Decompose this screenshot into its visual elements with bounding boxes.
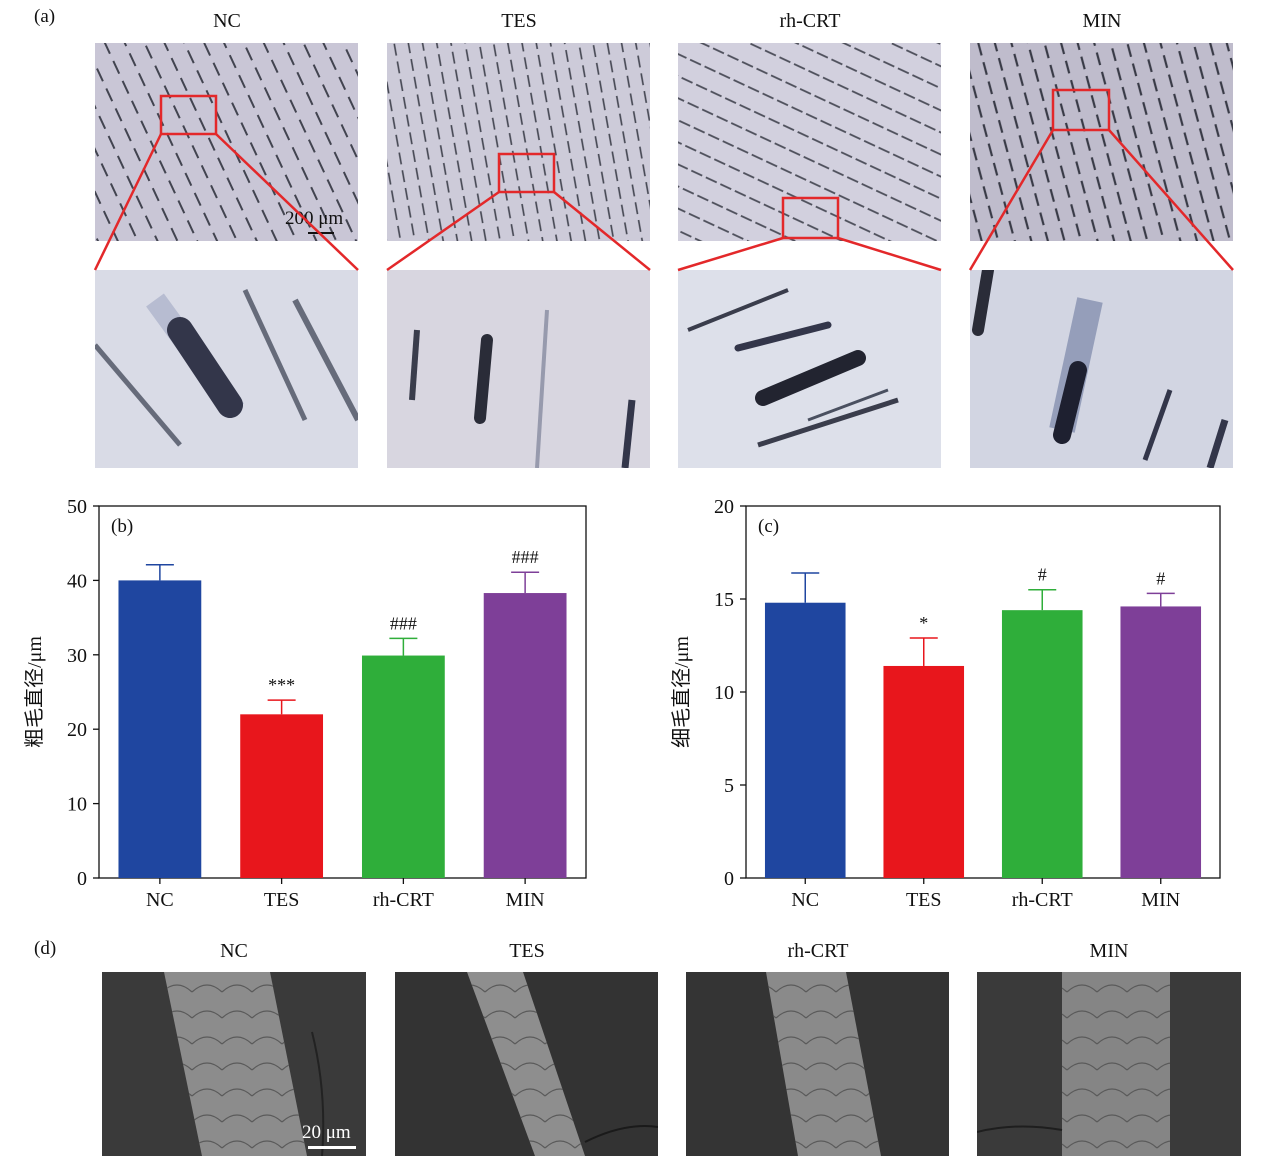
- column-label-min: MIN: [1082, 10, 1122, 32]
- bar-nc: [764, 602, 846, 878]
- bar-min: [1120, 606, 1202, 878]
- zoom-photo-rhcrt: [678, 270, 941, 468]
- y-tick-label: 50: [67, 496, 87, 518]
- zoom-photo-tes: [387, 270, 650, 468]
- plot-frame: [98, 505, 587, 879]
- zoom-line-nc-right: [215, 133, 359, 271]
- skin-photo-tes: [387, 43, 650, 241]
- x-tick-label-min: MIN: [506, 889, 545, 911]
- panel-label-a: (a): [34, 6, 56, 27]
- significance-min: #: [1156, 568, 1165, 588]
- significance-rh-crt: #: [1038, 565, 1047, 585]
- sem-label-rhcrt: rh-CRT: [787, 940, 849, 962]
- skin-photo-min: [970, 43, 1233, 241]
- sem-label-nc: NC: [220, 940, 248, 962]
- x-tick-label-rh-crt: rh-CRT: [1012, 889, 1073, 911]
- y-axis-label: 细毛直径/μm: [670, 636, 693, 748]
- zoom-box-rhcrt: [781, 196, 840, 240]
- y-tick-label: 40: [67, 570, 87, 592]
- zoom-line-rhcrt-right: [837, 236, 942, 272]
- y-tick-label: 15: [714, 589, 734, 611]
- significance-min: ###: [512, 547, 539, 567]
- y-tick-label: 20: [67, 719, 87, 741]
- y-tick-label: 0: [77, 868, 87, 890]
- zoom-box-min: [1051, 88, 1111, 132]
- column-label-nc: NC: [213, 10, 241, 32]
- panel-label-b: (b): [111, 516, 133, 537]
- significance-rh-crt: ###: [390, 613, 417, 633]
- zoom-line-min-right: [1108, 129, 1234, 271]
- y-tick-label: 0: [724, 868, 734, 890]
- sem-label-tes: TES: [509, 940, 545, 962]
- panel-label-d: (d): [34, 938, 57, 959]
- bar-rh-crt: [361, 655, 445, 878]
- x-tick-label-min: MIN: [1141, 889, 1180, 911]
- zoom-indicators: [93, 88, 1234, 272]
- skin-photo-rhcrt: [678, 43, 941, 241]
- y-tick-label: 20: [714, 496, 734, 518]
- significance-tes: ***: [268, 675, 295, 695]
- x-tick-label-tes: TES: [906, 889, 942, 911]
- x-tick-label-nc: NC: [791, 889, 819, 911]
- panel-label-c: (c): [758, 516, 779, 537]
- zoom-line-nc-left: [93, 133, 163, 271]
- y-tick-label: 30: [67, 645, 87, 667]
- zoom-photo-min: [970, 270, 1233, 468]
- zoom-line-min-left: [968, 129, 1055, 271]
- y-tick-label: 10: [714, 682, 734, 704]
- y-tick-label: 10: [67, 794, 87, 816]
- zoom-line-rhcrt-left: [677, 236, 784, 272]
- sem-label-min: MIN: [1089, 940, 1129, 962]
- y-axis-label: 粗毛直径/μm: [23, 636, 46, 748]
- zoom-line-tes-right: [553, 191, 651, 271]
- bar-chart-coarse-hair: (b) 0 10 20 30 40 50 粗毛直径/μm NC *** TES ### rh-CRT ##…: [23, 496, 587, 911]
- x-tick-label-rh-crt: rh-CRT: [373, 889, 434, 911]
- sem-image-tes: [395, 972, 658, 1156]
- bar-tes: [883, 665, 965, 878]
- skin-photo-nc: [95, 43, 358, 241]
- bar-tes: [240, 714, 324, 878]
- zoom-box-nc: [159, 94, 218, 136]
- column-label-tes: TES: [501, 10, 537, 32]
- y-tick-label: 5: [724, 775, 734, 797]
- sem-image-nc: [102, 972, 366, 1156]
- sem-image-min: [977, 972, 1241, 1156]
- x-tick-label-nc: NC: [146, 889, 174, 911]
- sem-image-rhcrt: [686, 972, 949, 1156]
- zoom-photo-nc: [95, 270, 358, 468]
- scale-bar-label-d: 20 μm: [302, 1122, 351, 1143]
- significance-tes: *: [919, 613, 928, 633]
- bar-chart-fine-hair: (c) 0 5 10 15 20 细毛直径/μm NC * TES # rh-CRT # MIN: [670, 496, 1221, 911]
- x-tick-label-tes: TES: [264, 889, 300, 911]
- zoom-line-tes-left: [386, 190, 500, 272]
- zoom-box-tes: [497, 152, 556, 194]
- bar-nc: [118, 580, 202, 878]
- scale-bar-d: [308, 1146, 356, 1149]
- column-label-rhcrt: rh-CRT: [779, 10, 841, 32]
- bar-rh-crt: [1001, 610, 1083, 878]
- bar-min: [483, 593, 567, 878]
